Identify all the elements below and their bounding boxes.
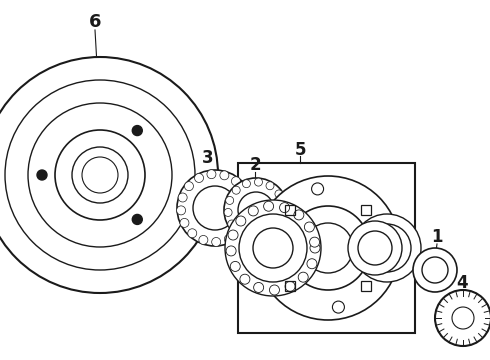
- Text: 1: 1: [431, 228, 443, 246]
- Circle shape: [228, 230, 238, 240]
- Circle shape: [37, 170, 47, 180]
- Circle shape: [244, 199, 253, 208]
- Circle shape: [72, 147, 128, 203]
- Circle shape: [270, 285, 279, 295]
- Circle shape: [363, 224, 411, 272]
- Text: 5: 5: [294, 141, 306, 159]
- Circle shape: [275, 190, 283, 198]
- Circle shape: [178, 193, 187, 202]
- Circle shape: [82, 157, 118, 193]
- Circle shape: [256, 176, 400, 320]
- Circle shape: [240, 274, 250, 284]
- Circle shape: [348, 221, 402, 275]
- Circle shape: [270, 228, 278, 235]
- Circle shape: [264, 201, 273, 211]
- Circle shape: [177, 170, 253, 246]
- Circle shape: [132, 126, 142, 136]
- Circle shape: [0, 57, 218, 293]
- Circle shape: [413, 248, 457, 292]
- Circle shape: [286, 206, 370, 290]
- Circle shape: [280, 201, 288, 209]
- Circle shape: [28, 103, 172, 247]
- Circle shape: [236, 229, 244, 237]
- Circle shape: [247, 234, 255, 242]
- Circle shape: [312, 183, 323, 195]
- Circle shape: [254, 283, 264, 292]
- Circle shape: [232, 186, 240, 194]
- Circle shape: [180, 219, 189, 228]
- Text: 4: 4: [456, 274, 468, 292]
- Circle shape: [226, 246, 236, 256]
- Circle shape: [132, 215, 142, 224]
- Circle shape: [188, 229, 197, 238]
- Circle shape: [212, 238, 220, 247]
- Circle shape: [294, 210, 304, 220]
- Circle shape: [236, 216, 246, 226]
- Circle shape: [207, 170, 216, 179]
- Circle shape: [303, 223, 353, 273]
- Circle shape: [353, 214, 421, 282]
- Circle shape: [304, 222, 315, 232]
- Circle shape: [285, 282, 295, 291]
- Circle shape: [452, 307, 474, 329]
- Circle shape: [358, 231, 392, 265]
- Circle shape: [224, 178, 288, 242]
- Circle shape: [310, 237, 319, 247]
- Circle shape: [266, 182, 274, 190]
- Circle shape: [226, 197, 234, 204]
- Circle shape: [230, 261, 240, 271]
- Bar: [238, 163, 415, 333]
- Circle shape: [225, 200, 321, 296]
- Circle shape: [259, 233, 267, 241]
- Circle shape: [307, 259, 317, 269]
- Circle shape: [228, 220, 236, 228]
- Circle shape: [176, 206, 186, 215]
- Circle shape: [239, 214, 307, 282]
- Circle shape: [184, 182, 194, 191]
- Circle shape: [235, 227, 244, 236]
- Bar: [285, 281, 295, 291]
- Circle shape: [253, 228, 293, 268]
- Bar: [361, 281, 371, 291]
- Circle shape: [55, 130, 145, 220]
- Circle shape: [248, 206, 258, 216]
- Circle shape: [231, 177, 241, 186]
- Circle shape: [245, 203, 253, 212]
- Circle shape: [238, 192, 274, 228]
- Bar: [285, 205, 295, 215]
- Circle shape: [332, 301, 344, 313]
- Circle shape: [224, 208, 232, 216]
- Circle shape: [280, 203, 290, 213]
- Circle shape: [435, 290, 490, 346]
- Circle shape: [240, 186, 249, 195]
- Text: 6: 6: [89, 13, 101, 31]
- Circle shape: [242, 216, 251, 225]
- Circle shape: [310, 243, 320, 253]
- Circle shape: [195, 174, 203, 183]
- Bar: [361, 205, 371, 215]
- Circle shape: [220, 171, 229, 180]
- Circle shape: [422, 257, 448, 283]
- Circle shape: [199, 235, 208, 244]
- Circle shape: [280, 206, 288, 214]
- Circle shape: [193, 186, 237, 230]
- Circle shape: [277, 218, 285, 226]
- Circle shape: [373, 234, 401, 262]
- Text: 2: 2: [249, 156, 261, 174]
- Circle shape: [5, 80, 195, 270]
- Circle shape: [254, 178, 263, 186]
- Circle shape: [298, 272, 308, 282]
- Text: 3: 3: [202, 149, 214, 167]
- Circle shape: [243, 180, 250, 188]
- Circle shape: [224, 235, 233, 244]
